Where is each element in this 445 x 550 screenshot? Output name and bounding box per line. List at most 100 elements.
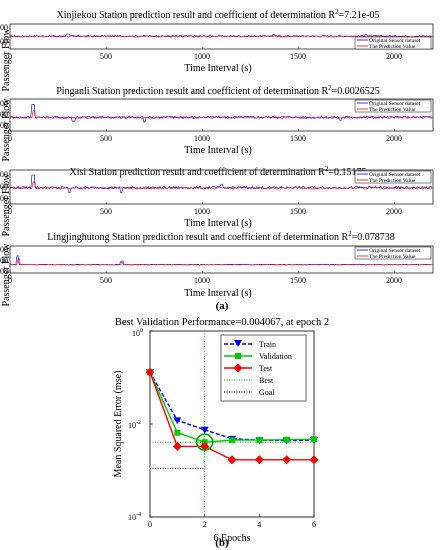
performance-plot: Best Validation Performance=0.004067, at… bbox=[113, 317, 329, 544]
x-tick-label: 0 bbox=[8, 52, 12, 61]
caption-a: (a) bbox=[216, 300, 229, 312]
y-tick-label: 400 bbox=[0, 170, 8, 179]
legend-label: Original Sensor dataset bbox=[369, 101, 421, 107]
validation-marker bbox=[229, 437, 235, 444]
series-lines bbox=[145, 330, 319, 518]
triangle-marker-icon bbox=[234, 340, 242, 347]
validation-marker bbox=[311, 436, 317, 443]
subplot-title: Xinjiekou Station prediction result and … bbox=[56, 8, 379, 21]
x-tick-label: 4 bbox=[257, 520, 261, 529]
test-marker bbox=[227, 455, 237, 465]
x-tick-label: 1500 bbox=[290, 207, 306, 216]
subplot-lingjinghutong: Lingjinghutong Station prediction result… bbox=[0, 230, 434, 299]
series-lines bbox=[9, 255, 433, 273]
x-tick-label: 0 bbox=[148, 520, 152, 529]
legend-label: Validation bbox=[259, 352, 292, 361]
legend-label: Test bbox=[259, 364, 273, 373]
x-tick-label: 6 bbox=[312, 520, 316, 529]
x-axis-label: 6 Epochs bbox=[214, 533, 251, 544]
y-tick-label: 300 bbox=[0, 110, 8, 119]
x-tick-label: 1000 bbox=[194, 207, 210, 216]
y-tick-label: 600 bbox=[0, 23, 8, 32]
y-tick-label: 200 bbox=[0, 267, 8, 276]
series-line bbox=[9, 174, 433, 193]
x-tick-label: 0 bbox=[8, 207, 12, 216]
y-axis-label: Passenger Flow bbox=[1, 98, 12, 162]
x-tick-label: 2000 bbox=[386, 207, 402, 216]
legend: Original Sensor dataset The Prediction V… bbox=[354, 36, 432, 50]
subplot-xisi: Xisi Station prediction result and coeff… bbox=[0, 165, 434, 229]
y-axis-label: Mean Squared Error (mse) bbox=[113, 371, 124, 478]
y-axis-label: Passenger Flow bbox=[1, 28, 12, 92]
legend-label: The Prediction Value bbox=[369, 178, 416, 184]
plot-frame bbox=[9, 169, 434, 205]
legend: Original Sensor dataset The Prediction V… bbox=[354, 99, 432, 113]
series-line bbox=[9, 258, 433, 266]
x-tick-label: 1500 bbox=[290, 52, 306, 61]
series-line bbox=[9, 110, 433, 119]
series-lines bbox=[9, 174, 433, 204]
x-tick-label: 0 bbox=[8, 134, 12, 143]
test-marker bbox=[172, 441, 182, 451]
best-point-circle bbox=[195, 433, 214, 451]
train-marker bbox=[173, 417, 182, 425]
x-tick-label: 2000 bbox=[386, 52, 402, 61]
x-tick-label: 2 bbox=[203, 520, 207, 529]
legend-label: The Prediction Value bbox=[369, 254, 416, 260]
y-tick-label: 100 bbox=[132, 328, 143, 338]
legend: Original Sensor dataset The Prediction V… bbox=[354, 170, 432, 184]
legend-label: Original Sensor dataset bbox=[369, 172, 421, 178]
test-marker bbox=[282, 455, 292, 465]
y-tick-label: 10-4 bbox=[128, 512, 141, 522]
legend-label: The Prediction Value bbox=[369, 44, 416, 50]
x-tick-label: 500 bbox=[100, 52, 112, 61]
x-axis-label: Time Interval (s) bbox=[184, 288, 251, 299]
test-marker bbox=[254, 455, 264, 465]
diamond-marker-icon bbox=[233, 363, 243, 373]
legend: Original Sensor dataset The Prediction V… bbox=[354, 246, 432, 260]
x-tick-label: 500 bbox=[100, 134, 112, 143]
x-tick-label: 0 bbox=[8, 276, 12, 285]
series-line bbox=[9, 181, 433, 190]
plot-frame bbox=[9, 245, 434, 274]
test-marker bbox=[200, 441, 210, 451]
validation-marker bbox=[256, 437, 263, 444]
y-tick-label: 400 bbox=[0, 256, 8, 265]
plot-frame bbox=[9, 98, 434, 132]
legend-label: Original Sensor dataset bbox=[369, 38, 421, 44]
legend-label: Goal bbox=[259, 388, 275, 397]
subplot-title: Lingjinghutong Station prediction result… bbox=[47, 230, 395, 243]
y-tick-label: 400 bbox=[0, 37, 8, 46]
y-tick-label: 10-2 bbox=[128, 420, 141, 430]
y-tick-label: 200 bbox=[0, 121, 8, 130]
y-axis-label: Passenger Flow bbox=[1, 243, 12, 307]
x-tick-label: 2000 bbox=[386, 276, 402, 285]
y-tick-label: 300 bbox=[0, 182, 8, 191]
subplot-title: Xisi Station prediction result and coeff… bbox=[70, 165, 367, 178]
y-axis-label: Passenger Flow bbox=[1, 173, 12, 237]
legend-label: Train bbox=[259, 340, 276, 349]
square-marker-icon bbox=[235, 353, 241, 359]
caption-b: (b) bbox=[215, 537, 229, 549]
legend-label: Best bbox=[259, 376, 274, 385]
legend: Train Validation Test Best Goal bbox=[220, 334, 307, 402]
x-tick-label: 500 bbox=[100, 207, 112, 216]
test-marker bbox=[145, 367, 155, 377]
x-axis-label: Time Interval (s) bbox=[184, 63, 251, 74]
x-tick-label: 2000 bbox=[386, 134, 402, 143]
subplot-xinjiekou: Xinjiekou Station prediction result and … bbox=[0, 8, 434, 74]
legend-label: Original Sensor dataset bbox=[369, 248, 421, 254]
legend-label: The Prediction Value bbox=[369, 107, 416, 113]
x-tick-label: 1000 bbox=[194, 276, 210, 285]
series-lines bbox=[9, 104, 433, 131]
validation-marker bbox=[174, 429, 181, 436]
subplot-pinganli: Pinganli Station prediction result and c… bbox=[0, 84, 434, 156]
x-tick-label: 1500 bbox=[290, 134, 306, 143]
x-tick-label: 1000 bbox=[194, 134, 210, 143]
test-marker bbox=[309, 455, 319, 465]
y-tick-label: 600 bbox=[0, 245, 8, 254]
x-tick-label: 1500 bbox=[290, 276, 306, 285]
validation-marker bbox=[283, 436, 290, 443]
x-tick-label: 500 bbox=[100, 276, 112, 285]
